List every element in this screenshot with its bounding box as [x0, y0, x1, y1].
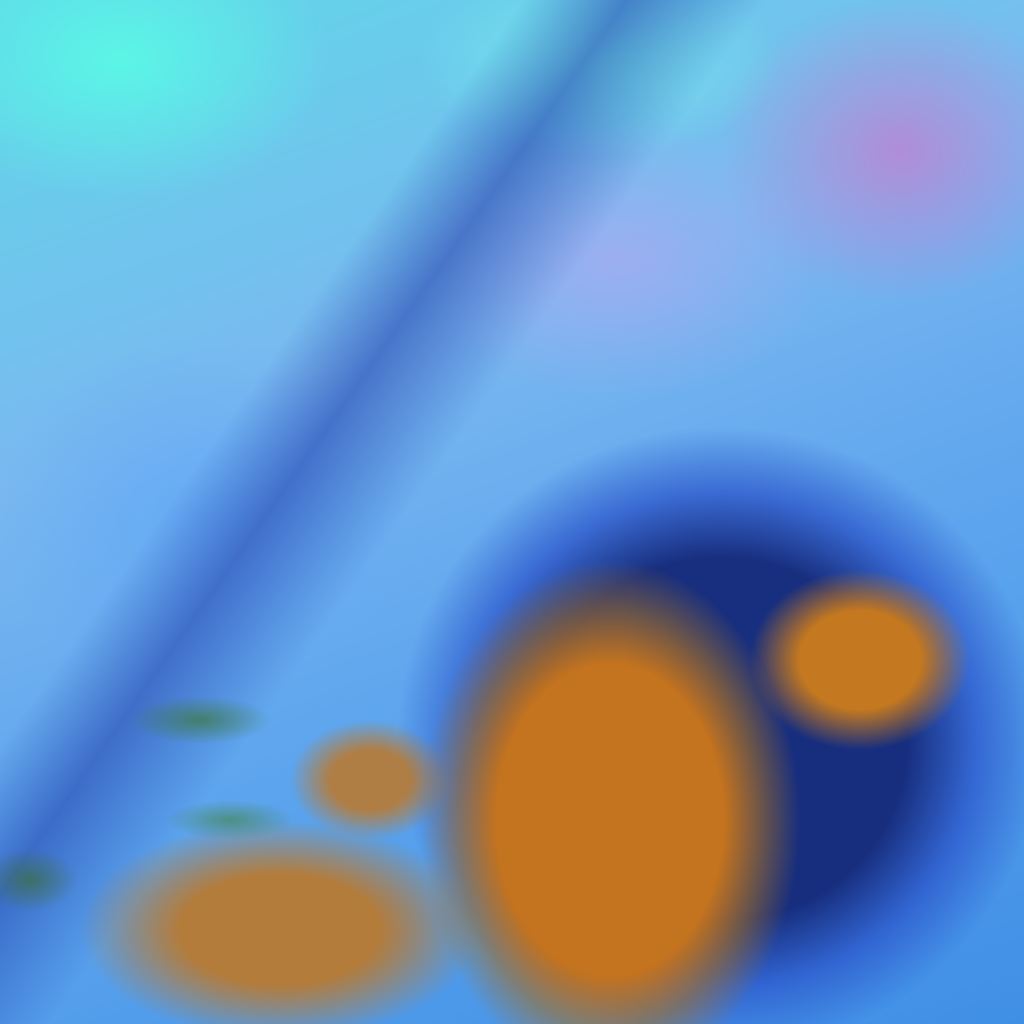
low-cloud-streaks — [0, 0, 1024, 1024]
satellite-image — [0, 0, 1024, 1024]
